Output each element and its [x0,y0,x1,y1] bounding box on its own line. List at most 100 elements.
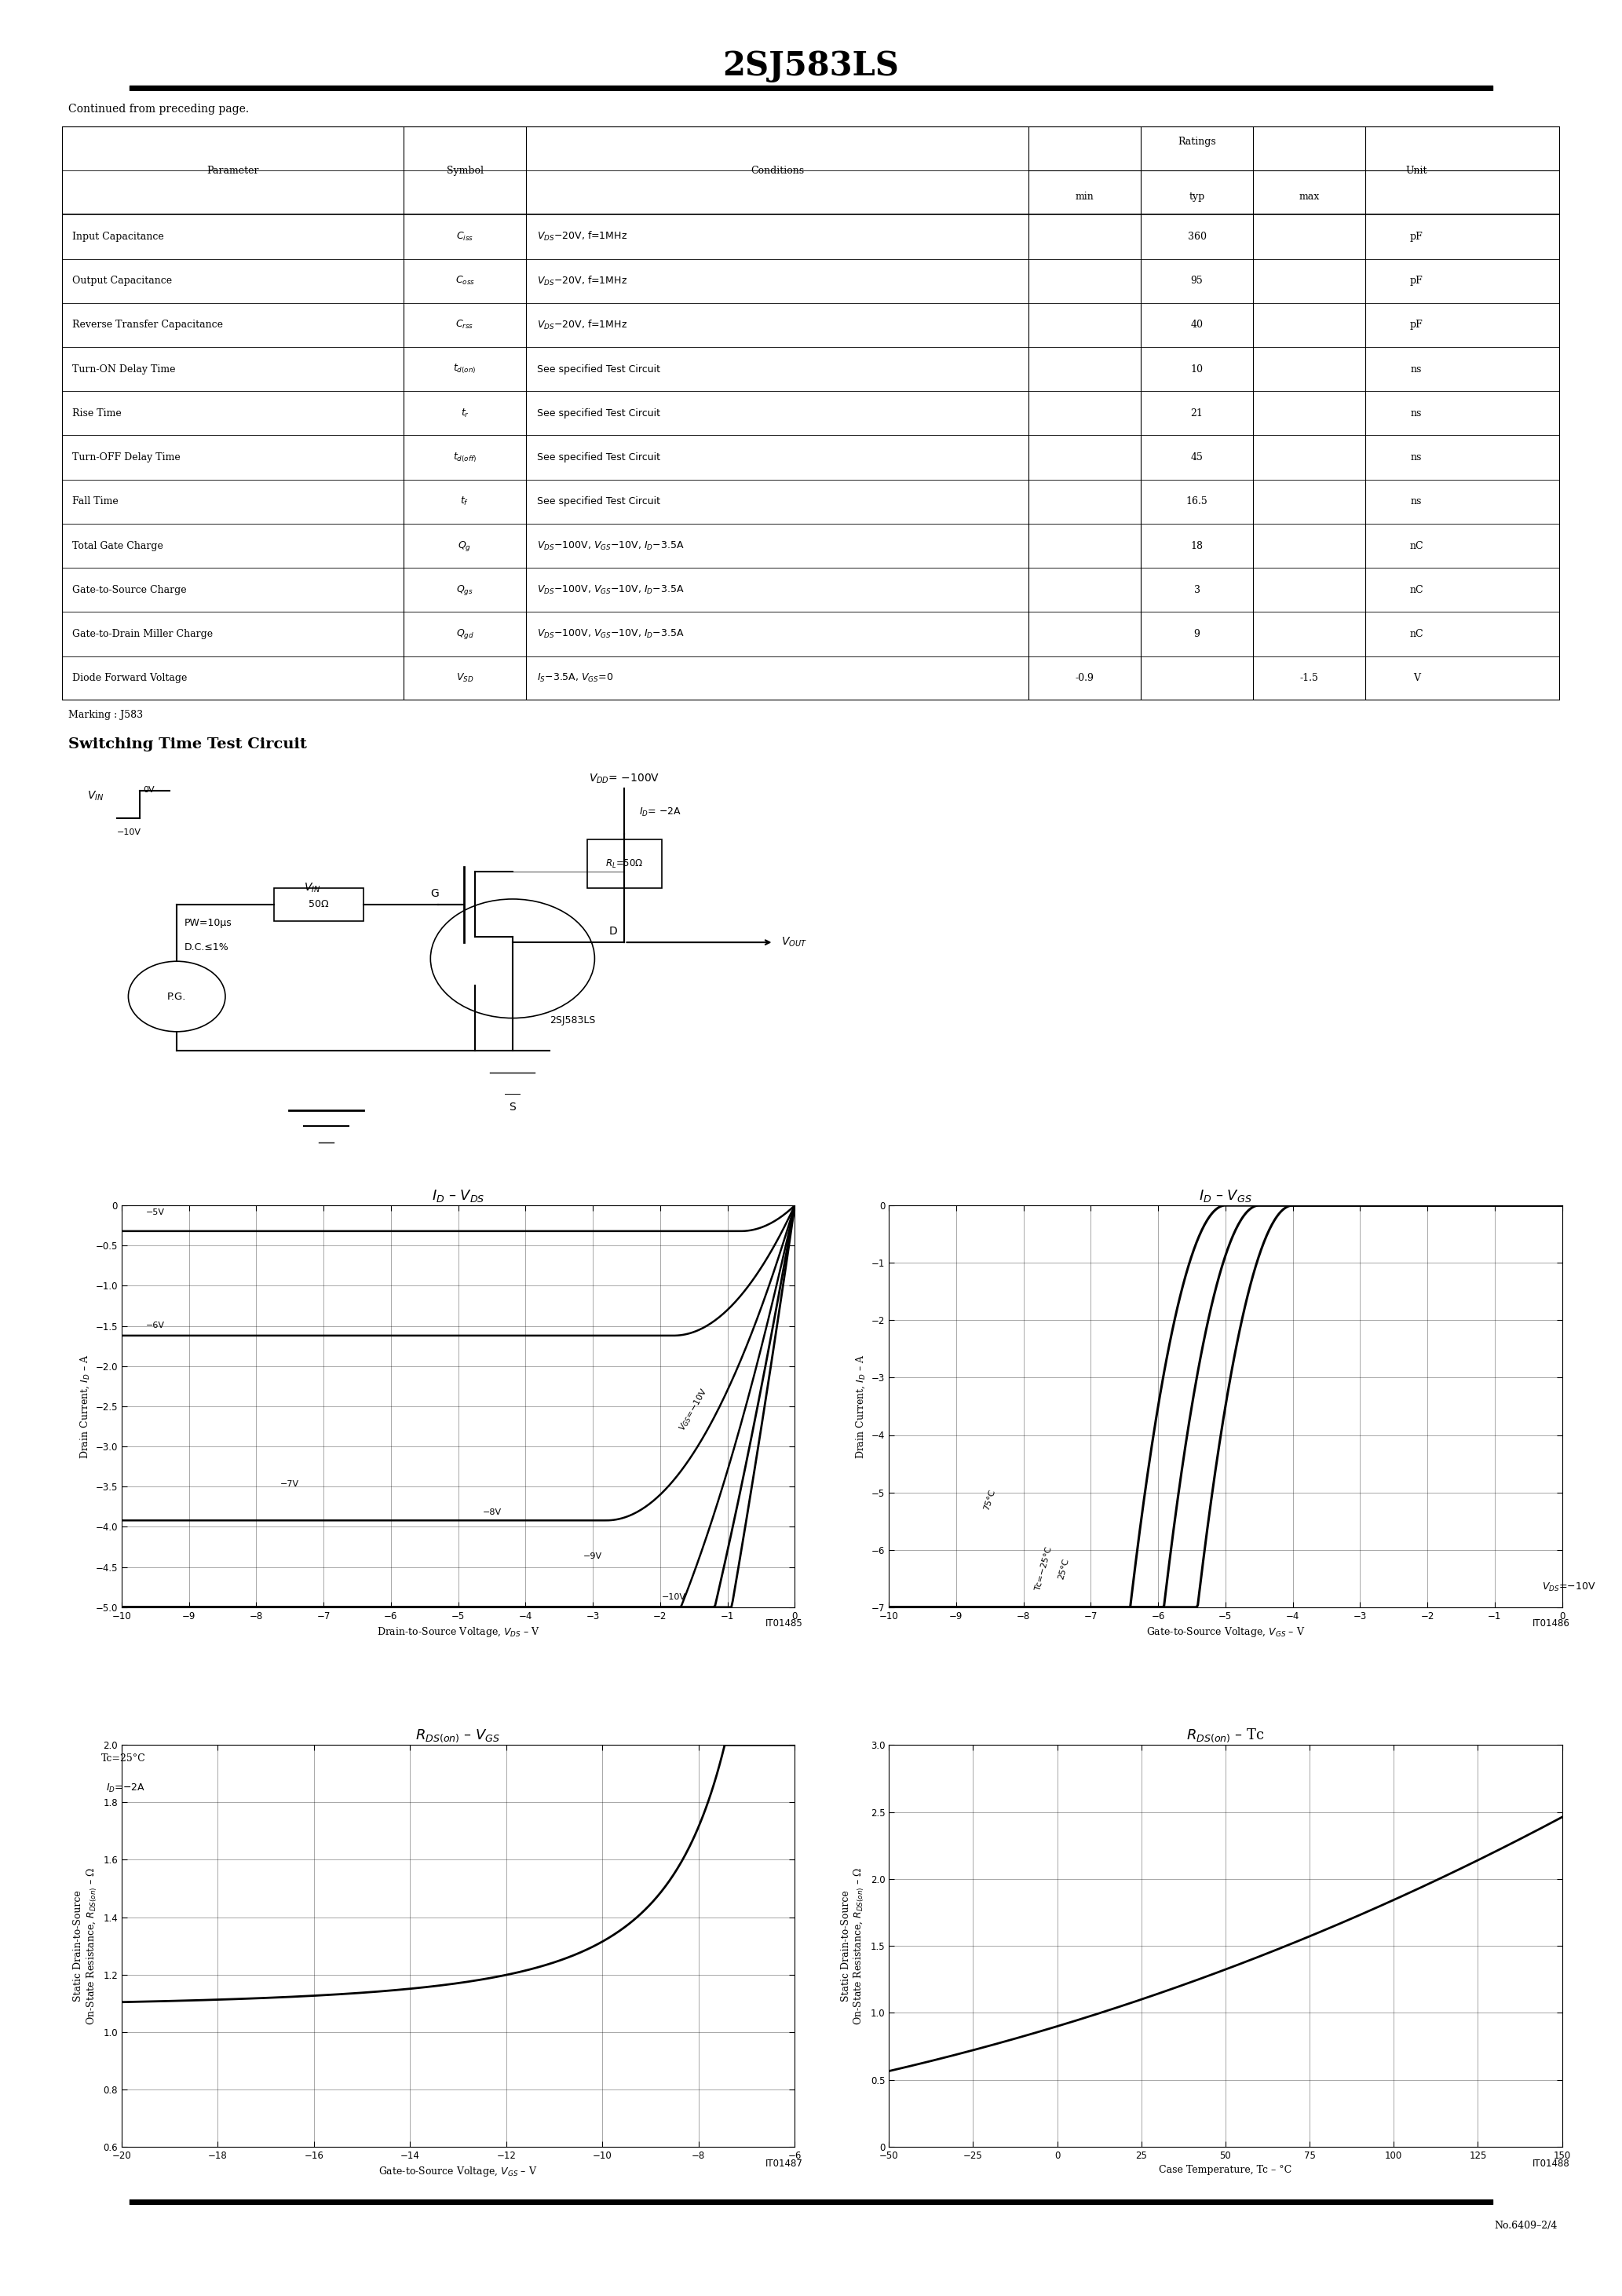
Text: 16.5: 16.5 [1186,496,1208,507]
Text: 95: 95 [1191,276,1204,287]
Text: $V_{IN}$: $V_{IN}$ [303,882,321,895]
Text: $C_{iss}$: $C_{iss}$ [456,230,474,243]
Text: $V_{IN}$: $V_{IN}$ [88,790,104,804]
Text: $V_{DD}$= −100V: $V_{DD}$= −100V [589,771,660,785]
Text: $V_{GS}$=−10V: $V_{GS}$=−10V [676,1387,710,1433]
Text: ns: ns [1411,409,1422,418]
Text: −9V: −9V [584,1552,602,1561]
Text: −5V: −5V [146,1208,165,1217]
Y-axis label: Static Drain-to-Source
On-State Resistance, $R_{DS(on)}$ – Ω: Static Drain-to-Source On-State Resistan… [840,1867,866,2025]
Text: $Q_{gs}$: $Q_{gs}$ [456,583,474,597]
Text: $C_{rss}$: $C_{rss}$ [456,319,474,331]
X-axis label: Drain-to-Source Voltage, $V_{DS}$ – V: Drain-to-Source Voltage, $V_{DS}$ – V [376,1626,540,1639]
Text: 40: 40 [1191,319,1204,331]
Text: 45: 45 [1191,452,1204,461]
Text: 2SJ583LS: 2SJ583LS [550,1015,595,1026]
Text: $I_S$−3.5A, $V_{GS}$=0: $I_S$−3.5A, $V_{GS}$=0 [537,673,613,684]
Text: −6V: −6V [146,1320,165,1329]
Text: Total Gate Charge: Total Gate Charge [71,540,164,551]
Text: IT01488: IT01488 [1533,2158,1570,2167]
Text: Gate-to-Source Charge: Gate-to-Source Charge [71,585,187,595]
Text: $I_D$=−2A: $I_D$=−2A [107,1782,146,1793]
Text: pF: pF [1410,232,1422,241]
Title: $I_D$ – $V_{DS}$: $I_D$ – $V_{DS}$ [431,1187,485,1203]
Text: Ratings: Ratings [1178,138,1216,147]
Text: Gate-to-Drain Miller Charge: Gate-to-Drain Miller Charge [71,629,212,638]
Text: 3: 3 [1194,585,1200,595]
Text: 10: 10 [1191,365,1204,374]
Text: 25°C: 25°C [1058,1557,1071,1580]
Text: Rise Time: Rise Time [71,409,122,418]
Text: 360: 360 [1187,232,1207,241]
Text: $V_{DS}$−20V, f=1MHz: $V_{DS}$−20V, f=1MHz [537,319,628,331]
Text: Turn-ON Delay Time: Turn-ON Delay Time [71,365,175,374]
Text: Input Capacitance: Input Capacitance [71,232,164,241]
Text: IT01487: IT01487 [766,2158,803,2167]
Text: $t_{d(off)}$: $t_{d(off)}$ [453,450,477,464]
Text: Output Capacitance: Output Capacitance [71,276,172,287]
Text: $C_{oss}$: $C_{oss}$ [456,276,475,287]
Text: PW=10μs: PW=10μs [185,918,232,928]
Text: Continued from preceding page.: Continued from preceding page. [68,103,248,115]
Text: Unit: Unit [1406,165,1427,174]
Text: pF: pF [1410,276,1422,287]
Text: $V_{DS}$−100V, $V_{GS}$−10V, $I_D$−3.5A: $V_{DS}$−100V, $V_{GS}$−10V, $I_D$−3.5A [537,583,684,597]
X-axis label: Case Temperature, Tc – °C: Case Temperature, Tc – °C [1160,2165,1291,2174]
Text: See specified Test Circuit: See specified Test Circuit [537,496,660,507]
Title: $I_D$ – $V_{GS}$: $I_D$ – $V_{GS}$ [1199,1187,1252,1203]
Text: ns: ns [1411,452,1422,461]
Text: Parameter: Parameter [206,165,258,174]
Text: $V_{DS}$−20V, f=1MHz: $V_{DS}$−20V, f=1MHz [537,230,628,243]
Text: See specified Test Circuit: See specified Test Circuit [537,409,660,418]
Text: D.C.≤1%: D.C.≤1% [185,944,229,953]
Text: 21: 21 [1191,409,1204,418]
Text: $t_r$: $t_r$ [461,406,469,420]
Text: nC: nC [1410,585,1424,595]
Text: $V_{SD}$: $V_{SD}$ [456,673,474,684]
Text: min: min [1075,193,1093,202]
Text: G: G [430,889,440,900]
Y-axis label: Static Drain-to-Source
On-State Resistance, $R_{DS(on)}$ – Ω: Static Drain-to-Source On-State Resistan… [73,1867,99,2025]
Text: Switching Time Test Circuit: Switching Time Test Circuit [68,737,307,751]
Text: Reverse Transfer Capacitance: Reverse Transfer Capacitance [71,319,222,331]
Y-axis label: Drain Current, $I_D$ – A: Drain Current, $I_D$ – A [79,1355,91,1458]
Text: D: D [608,925,616,937]
Text: $V_{DS}$−20V, f=1MHz: $V_{DS}$−20V, f=1MHz [537,276,628,287]
Text: -0.9: -0.9 [1075,673,1093,684]
Text: $V_{OUT}$: $V_{OUT}$ [782,937,806,948]
Text: $t_{d(on)}$: $t_{d(on)}$ [453,363,477,377]
Text: Fall Time: Fall Time [71,496,118,507]
Text: $I_D$= −2A: $I_D$= −2A [639,806,681,817]
Bar [587,840,662,889]
Text: $V_{DS}$−100V, $V_{GS}$−10V, $I_D$−3.5A: $V_{DS}$−100V, $V_{GS}$−10V, $I_D$−3.5A [537,540,684,551]
Text: IT01485: IT01485 [766,1619,803,1628]
Text: No.6409–2/4: No.6409–2/4 [1494,2220,1557,2229]
Text: See specified Test Circuit: See specified Test Circuit [537,452,660,461]
Text: nC: nC [1410,629,1424,638]
Text: Diode Forward Voltage: Diode Forward Voltage [71,673,187,684]
Text: pF: pF [1410,319,1422,331]
Text: max: max [1299,193,1320,202]
Text: P.G.: P.G. [167,992,187,1001]
Text: Turn-OFF Delay Time: Turn-OFF Delay Time [71,452,180,461]
Text: $Q_{gd}$: $Q_{gd}$ [456,627,474,641]
Text: See specified Test Circuit: See specified Test Circuit [537,365,660,374]
Text: 0V: 0V [143,785,154,794]
Text: $Q_g$: $Q_g$ [457,540,472,553]
Title: $R_{DS(on)}$ – Tc: $R_{DS(on)}$ – Tc [1186,1727,1265,1745]
Text: −7V: −7V [281,1481,300,1488]
Text: V: V [1413,673,1419,684]
Circle shape [430,900,595,1017]
Text: $V_{DS}$−100V, $V_{GS}$−10V, $I_D$−3.5A: $V_{DS}$−100V, $V_{GS}$−10V, $I_D$−3.5A [537,629,684,641]
Text: -1.5: -1.5 [1299,673,1319,684]
Text: typ: typ [1189,193,1205,202]
X-axis label: Gate-to-Source Voltage, $V_{GS}$ – V: Gate-to-Source Voltage, $V_{GS}$ – V [1147,1626,1304,1639]
Text: Marking : J583: Marking : J583 [68,709,143,719]
Circle shape [128,962,225,1031]
Text: nC: nC [1410,540,1424,551]
Text: $t_f$: $t_f$ [461,496,469,507]
Text: 75°C: 75°C [983,1488,998,1511]
Text: ns: ns [1411,365,1422,374]
Text: $V_{DS}$=−10V: $V_{DS}$=−10V [1543,1582,1596,1593]
Title: $R_{DS(on)}$ – $V_{GS}$: $R_{DS(on)}$ – $V_{GS}$ [415,1729,501,1745]
